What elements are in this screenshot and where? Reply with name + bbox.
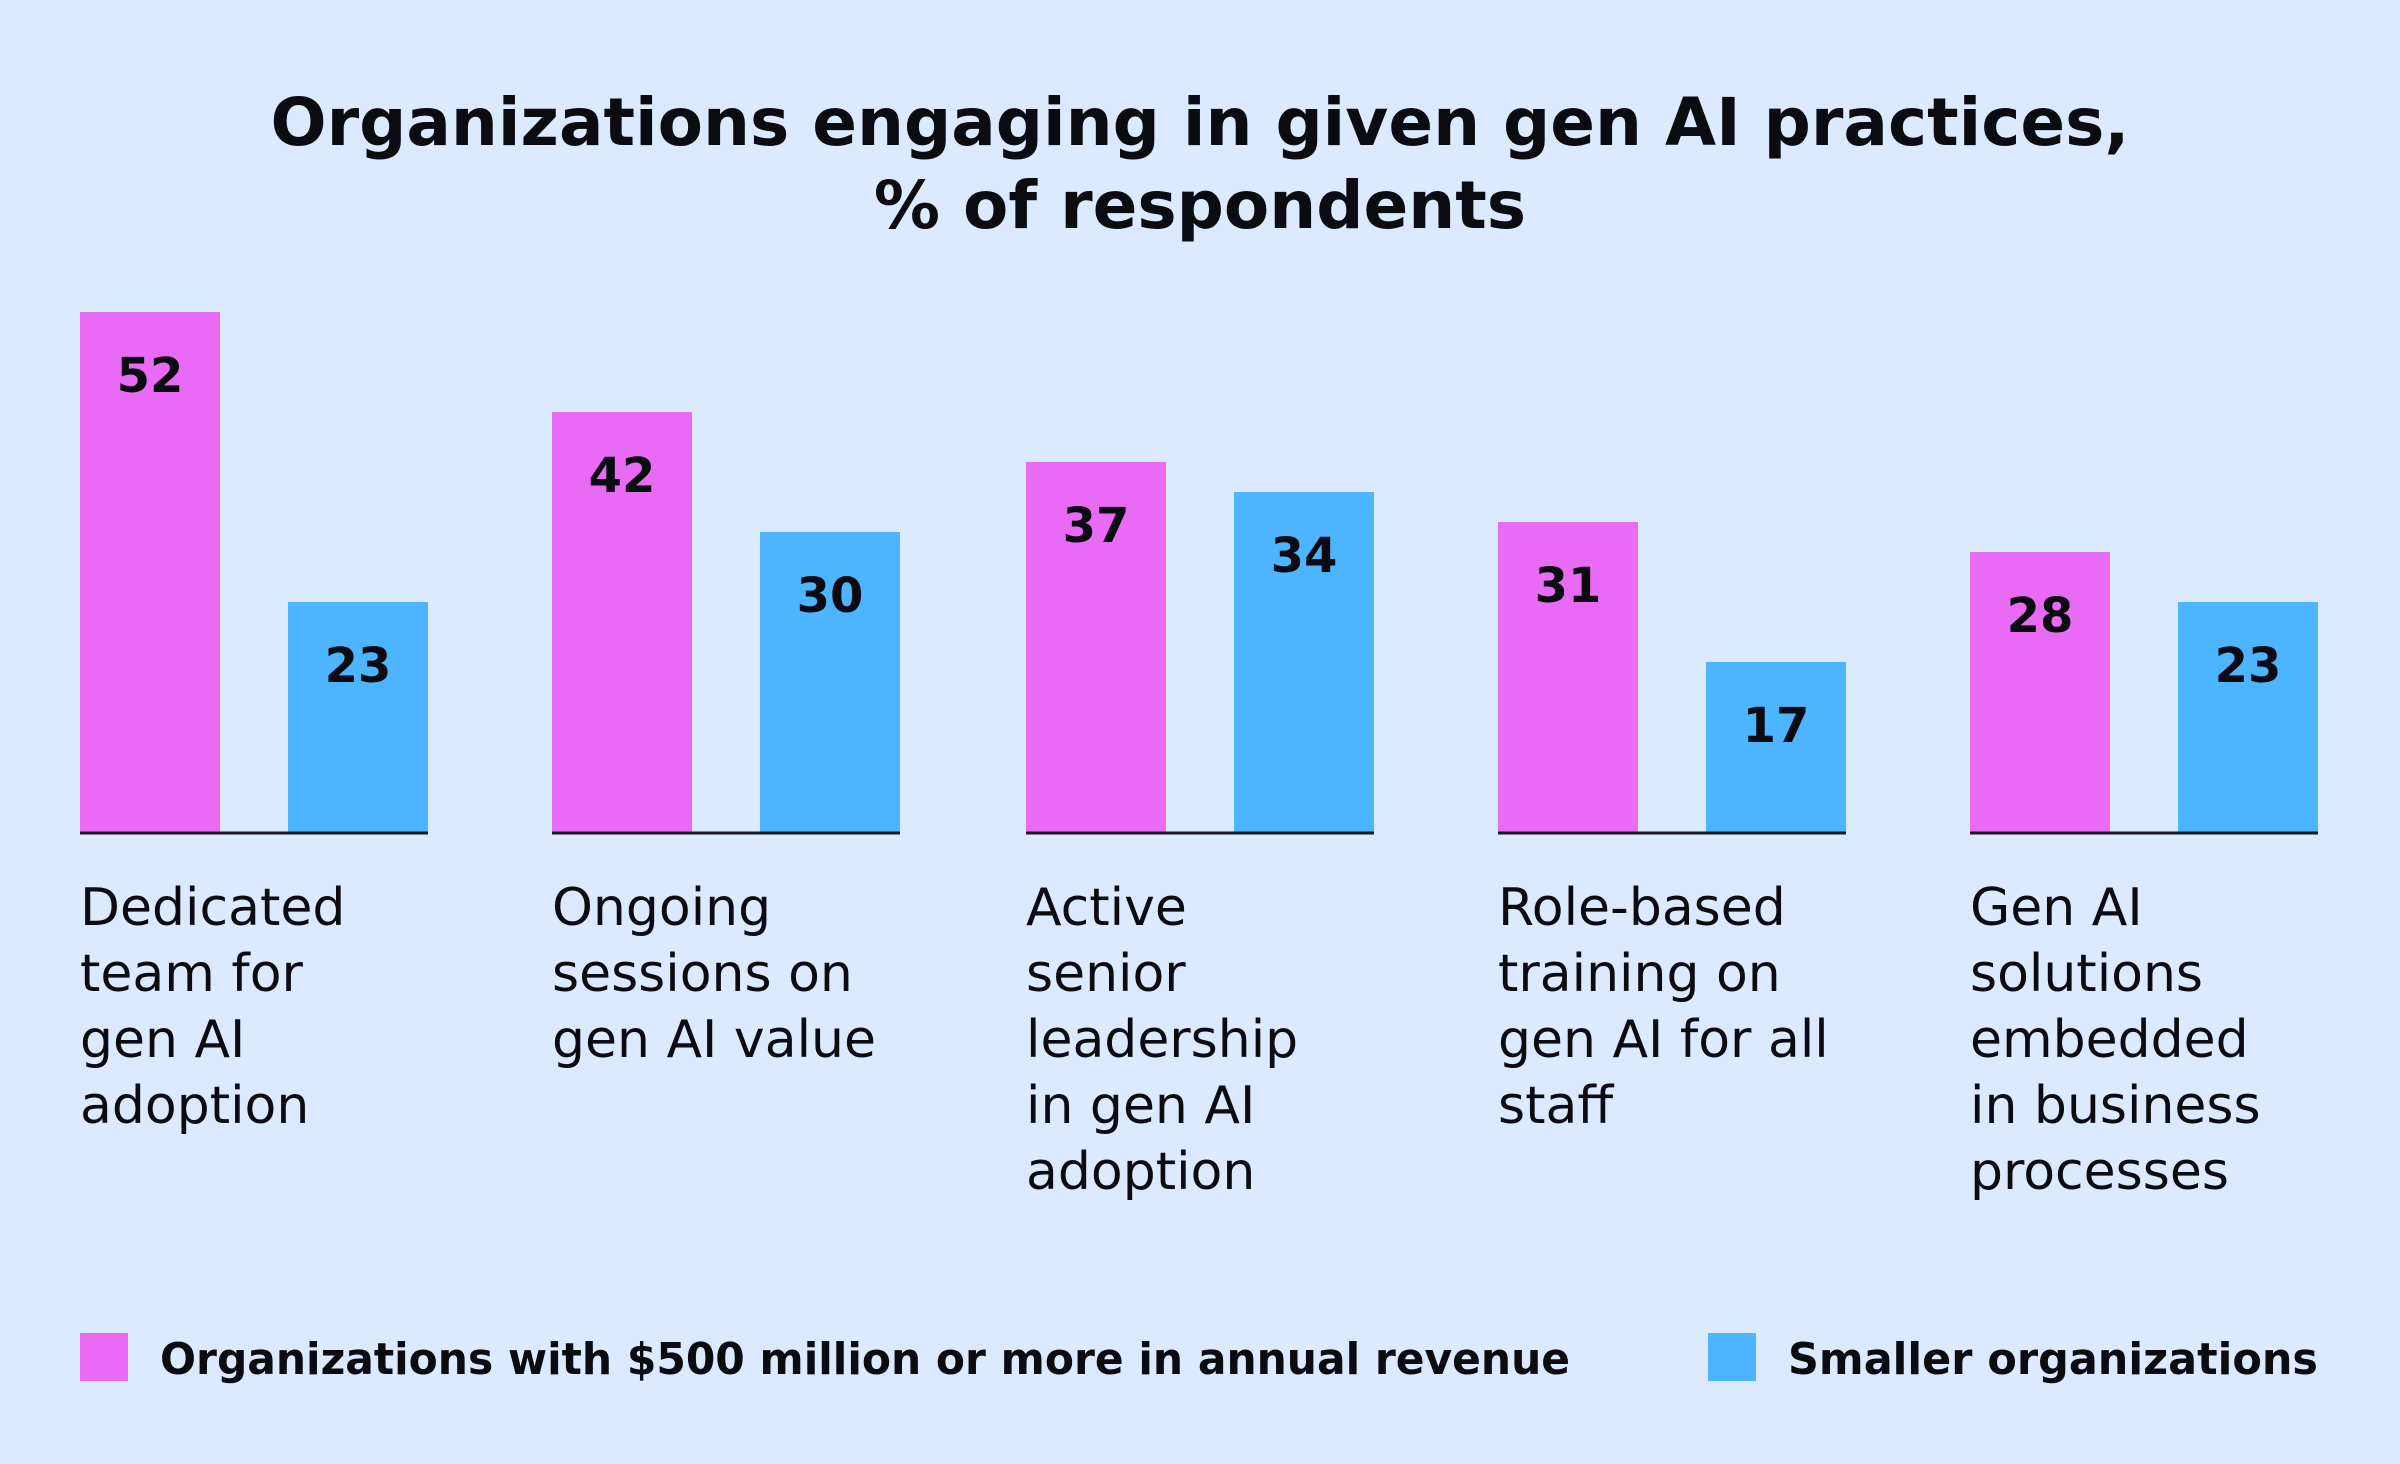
data-label-active-senior-leadership-in-gen-ai-adoption-series-1: 37 — [1063, 498, 1130, 554]
category-label-line: Active — [1026, 878, 1187, 938]
bar-gen-ai-solutions-embedded-in-business-processes-series-1 — [1970, 552, 2110, 832]
category-label-line: senior — [1026, 944, 1186, 1004]
category-label-line: Ongoing — [552, 878, 771, 938]
bars — [80, 312, 2318, 832]
chart-title-line-1: Organizations engaging in given gen AI p… — [270, 84, 2129, 161]
category-label-line: processes — [1970, 1142, 2229, 1202]
category-label-ongoing-sessions-on-gen-ai-value: Ongoing sessions on gen AI value — [552, 878, 876, 1070]
value-labels: 52 23 42 30 37 34 31 17 28 23 — [117, 348, 2282, 754]
bar-role-based-training-on-gen-ai-for-all-staff-series-1 — [1498, 522, 1638, 832]
category-label-gen-ai-solutions-embedded-in-business-processes: Gen AI solutions embedded in business proces… — [1970, 878, 2261, 1202]
bar-dedicated-team-for-gen-ai-adoption-series-2 — [288, 602, 428, 832]
bar-ongoing-sessions-on-gen-ai-value-series-1 — [552, 412, 692, 832]
bar-active-senior-leadership-in-gen-ai-adoption-series-2 — [1234, 492, 1374, 832]
category-label-line: staff — [1498, 1076, 1614, 1136]
data-label-dedicated-team-for-gen-ai-adoption-series-2: 23 — [325, 638, 392, 694]
category-label-line: solutions — [1970, 944, 2203, 1004]
data-label-ongoing-sessions-on-gen-ai-value-series-1: 42 — [589, 448, 656, 504]
bar-dedicated-team-for-gen-ai-adoption-series-1 — [80, 312, 220, 832]
data-label-role-based-training-on-gen-ai-for-all-staff-series-2: 17 — [1743, 698, 1810, 754]
category-label-line: Role-based — [1498, 878, 1786, 938]
category-label-line: gen AI — [80, 1010, 245, 1070]
data-label-active-senior-leadership-in-gen-ai-adoption-series-2: 34 — [1271, 528, 1338, 584]
category-label-dedicated-team-for-gen-ai-adoption: Dedicated team for gen AI adoption — [80, 878, 345, 1136]
bar-role-based-training-on-gen-ai-for-all-staff-series-2 — [1706, 662, 1846, 832]
data-label-role-based-training-on-gen-ai-for-all-staff-series-1: 31 — [1535, 558, 1602, 614]
data-label-ongoing-sessions-on-gen-ai-value-series-2: 30 — [797, 568, 864, 624]
category-label-line: leadership — [1026, 1010, 1298, 1070]
category-label-role-based-training-on-gen-ai-for-all-staff: Role-based training on gen AI for all staff — [1498, 878, 1829, 1136]
legend-item-smaller-organizations: Smaller organizations — [1708, 1333, 2318, 1385]
legend: Organizations with $500 million or more … — [80, 1333, 2318, 1385]
chart-title-line-2: % of respondents — [874, 167, 1526, 244]
chart-title: Organizations engaging in given gen AI p… — [270, 84, 2129, 244]
bar-ongoing-sessions-on-gen-ai-value-series-2 — [760, 532, 900, 832]
category-label-line: adoption — [1026, 1142, 1255, 1202]
legend-label-large-organizations: Organizations with $500 million or more … — [160, 1334, 1570, 1385]
category-label-line: in business — [1970, 1076, 2261, 1136]
category-label-line: gen AI value — [552, 1010, 876, 1070]
legend-swatch-large-organizations — [80, 1333, 128, 1381]
category-label-line: Dedicated — [80, 878, 345, 938]
data-label-dedicated-team-for-gen-ai-adoption-series-1: 52 — [117, 348, 184, 404]
bar-active-senior-leadership-in-gen-ai-adoption-series-1 — [1026, 462, 1166, 832]
data-label-gen-ai-solutions-embedded-in-business-processes-series-1: 28 — [2007, 588, 2074, 644]
category-label-line: sessions on — [552, 944, 853, 1004]
bar-gen-ai-solutions-embedded-in-business-processes-series-2 — [2178, 602, 2318, 832]
legend-item-large-organizations: Organizations with $500 million or more … — [80, 1333, 1570, 1385]
category-label-line: team for — [80, 944, 304, 1004]
category-label-line: training on — [1498, 944, 1781, 1004]
legend-label-smaller-organizations: Smaller organizations — [1788, 1334, 2318, 1385]
category-label-active-senior-leadership-in-gen-ai-adoption: Active senior leadership in gen AI adoption — [1026, 878, 1298, 1202]
category-label-line: in gen AI — [1026, 1076, 1255, 1136]
data-label-gen-ai-solutions-embedded-in-business-processes-series-2: 23 — [2215, 638, 2282, 694]
category-label-line: adoption — [80, 1076, 309, 1136]
category-label-line: embedded — [1970, 1010, 2249, 1070]
category-label-line: Gen AI — [1970, 878, 2143, 938]
category-label-line: gen AI for all — [1498, 1010, 1829, 1070]
legend-swatch-smaller-organizations — [1708, 1333, 1756, 1381]
